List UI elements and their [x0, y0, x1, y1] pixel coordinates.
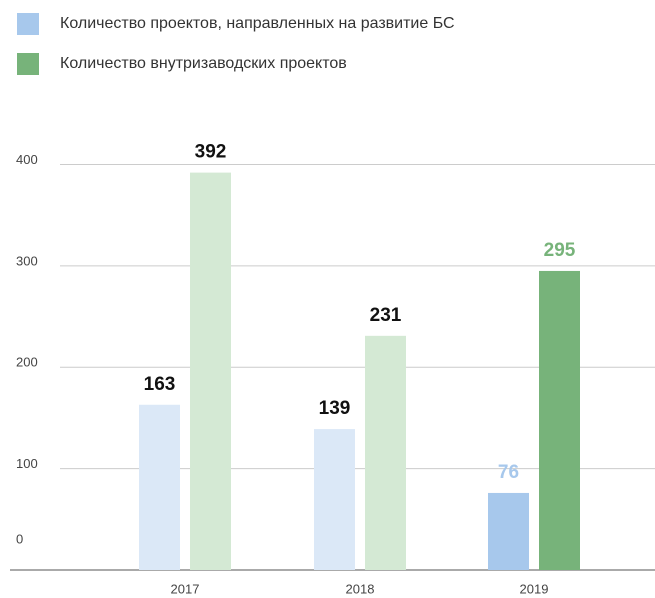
bar: [139, 404, 180, 570]
y-tick-label: 400: [16, 152, 38, 167]
x-tick-label: 2018: [346, 581, 375, 596]
value-label: 163: [144, 374, 176, 395]
legend-label: Количество внутризаводских проектов: [60, 55, 347, 72]
legend-label: Количество проектов, направленных на раз…: [60, 15, 455, 32]
bar: [365, 335, 406, 570]
y-tick-label: 300: [16, 253, 38, 268]
bar: [539, 270, 580, 570]
value-label: 231: [370, 305, 402, 326]
bar: [190, 172, 231, 571]
value-label: 139: [319, 398, 351, 419]
bar: [488, 492, 529, 570]
x-tick-label: 2019: [520, 581, 549, 596]
y-tick-label: 200: [16, 355, 38, 370]
value-label: 295: [544, 240, 576, 261]
legend-swatch: [17, 13, 39, 35]
value-label: 392: [195, 142, 227, 163]
legend-swatch: [17, 53, 39, 75]
value-label: 76: [498, 462, 519, 483]
x-tick-label: 2017: [171, 581, 200, 596]
bar: [314, 429, 355, 570]
y-tick-label: 0: [16, 531, 23, 546]
y-tick-label: 100: [16, 456, 38, 471]
